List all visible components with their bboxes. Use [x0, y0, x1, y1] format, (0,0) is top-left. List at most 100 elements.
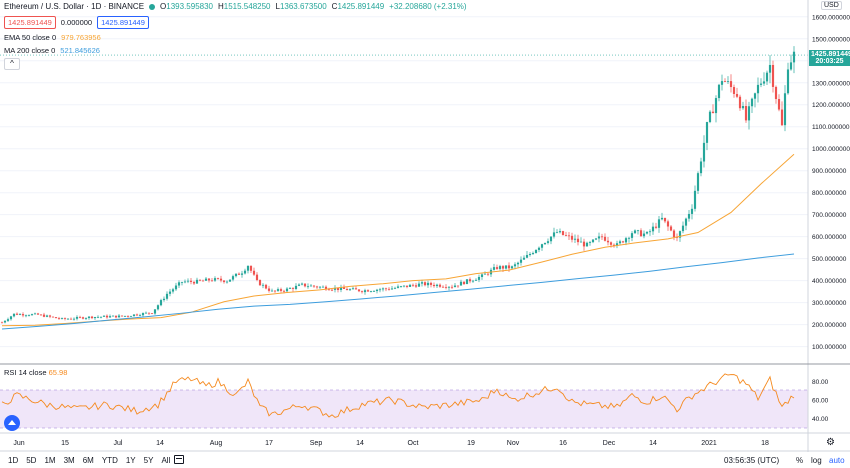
price-tick-label: 500.000000	[812, 256, 847, 263]
candle-body	[417, 283, 421, 287]
candle-body	[135, 314, 139, 316]
candle-body	[39, 314, 43, 316]
candle-body	[681, 225, 685, 232]
candle-body	[339, 287, 343, 290]
candle-body	[366, 290, 370, 292]
candle-body	[267, 288, 271, 291]
range-3m-button[interactable]: 3M	[63, 455, 75, 465]
candle-body	[141, 313, 145, 316]
range-1d-button[interactable]: 1D	[8, 455, 19, 465]
time-tick-label: Oct	[408, 440, 419, 447]
candle-body	[720, 81, 724, 85]
candle-body	[117, 315, 121, 318]
collapse-legend-button[interactable]: ^	[4, 58, 20, 70]
sell-price-button[interactable]: 1425.891449	[4, 16, 56, 29]
candle-body	[687, 213, 691, 219]
candle-body	[354, 288, 358, 290]
range-1y-button[interactable]: 1Y	[125, 455, 136, 465]
range-1m-button[interactable]: 1M	[44, 455, 56, 465]
candle-body	[501, 266, 505, 269]
candle-body	[504, 265, 508, 269]
time-tick-label: Jun	[13, 440, 24, 447]
candle-body	[204, 278, 208, 281]
candle-body	[294, 285, 298, 289]
percent-scale-toggle[interactable]: %	[796, 456, 804, 465]
candle-body	[753, 93, 757, 99]
ema-legend[interactable]: EMA 50 close 0 979.763956	[4, 33, 101, 42]
candle-body	[321, 286, 325, 288]
candle-body	[582, 241, 586, 247]
time-tick-label: 18	[761, 440, 769, 447]
ma-value: 521.845626	[60, 46, 100, 55]
candle-body	[183, 281, 187, 283]
range-5y-button[interactable]: 5Y	[143, 455, 154, 465]
price-tick-label: 1100.000000	[812, 124, 850, 131]
time-tick-label: Nov	[507, 440, 520, 447]
time-tick-label: 2021	[701, 440, 717, 447]
range-ytd-button[interactable]: YTD	[101, 455, 118, 465]
price-tick-label: 300.000000	[812, 300, 847, 307]
price-tick-label: 800.000000	[812, 190, 847, 197]
ma-legend[interactable]: MA 200 close 0 521.845626	[4, 46, 100, 55]
utc-clock[interactable]: 03:56:35 (UTC)	[724, 456, 780, 465]
candle-body	[522, 257, 526, 260]
buy-price-button[interactable]: 1425.891449	[97, 16, 149, 29]
candle-body	[408, 284, 412, 287]
candle-body	[102, 315, 106, 317]
candle-body	[144, 312, 148, 314]
auto-scale-toggle[interactable]: auto	[829, 456, 845, 465]
rsi-axis[interactable]: 80.00 60.00 40.00	[812, 379, 829, 423]
range-all-button[interactable]: All	[161, 455, 171, 465]
candle-body	[189, 280, 193, 282]
candle-body	[318, 286, 322, 288]
candle-body	[618, 241, 622, 244]
candle-body	[651, 226, 655, 232]
time-tick-label: 17	[265, 440, 273, 447]
gear-icon[interactable]: ⚙	[826, 437, 835, 448]
candle-body	[246, 265, 250, 271]
currency-label[interactable]: USD	[821, 1, 842, 10]
time-tick-label: 14	[649, 440, 657, 447]
candle-body	[747, 106, 751, 121]
candle-body	[336, 287, 340, 290]
symbol-title[interactable]: Ethereum / U.S. Dollar · 1D · BINANCE	[4, 2, 145, 11]
candle-body	[744, 106, 748, 121]
range-6m-button[interactable]: 6M	[82, 455, 94, 465]
candle-body	[210, 280, 214, 282]
candle-body	[171, 289, 175, 292]
candle-body	[564, 235, 568, 236]
time-axis[interactable]: Jun 15 Jul 14 Aug 17 Sep 14 Oct 19 Nov 16 Dec 14 2021 1…	[13, 440, 769, 447]
candle-body	[372, 291, 376, 292]
candle-body	[312, 285, 316, 287]
candle-body	[549, 236, 553, 242]
candle-body	[6, 319, 10, 321]
candle-body	[270, 290, 274, 292]
calendar-icon[interactable]	[174, 455, 184, 464]
candle-body	[300, 283, 304, 285]
candle-body	[147, 312, 151, 314]
price-tick-label: 1000.000000	[812, 146, 850, 153]
candle-body	[18, 314, 22, 315]
chart-grid	[0, 16, 808, 348]
candle-body	[585, 242, 589, 247]
ma-label: MA 200 close 0	[4, 46, 56, 55]
candle-body	[576, 238, 580, 243]
candle-body	[231, 276, 235, 280]
ema-label: EMA 50 close 0	[4, 33, 57, 42]
candle-body	[123, 315, 127, 317]
rsi-legend[interactable]: RSI 14 close 65.98	[4, 368, 67, 377]
candle-body	[477, 276, 481, 280]
time-tick-label: 15	[61, 440, 69, 447]
candle-body	[591, 239, 595, 243]
ohlc-close: C1425.891449	[331, 2, 385, 11]
log-scale-toggle[interactable]: log	[811, 456, 822, 465]
candle-body	[345, 288, 349, 291]
candle-body	[441, 286, 445, 288]
range-5d-button[interactable]: 5D	[26, 455, 37, 465]
rsi-band	[0, 390, 808, 428]
candle-body	[96, 316, 100, 318]
price-tick-label: 200.000000	[812, 322, 847, 329]
candle-body	[627, 237, 631, 239]
tradingview-logo-icon[interactable]	[4, 415, 20, 431]
